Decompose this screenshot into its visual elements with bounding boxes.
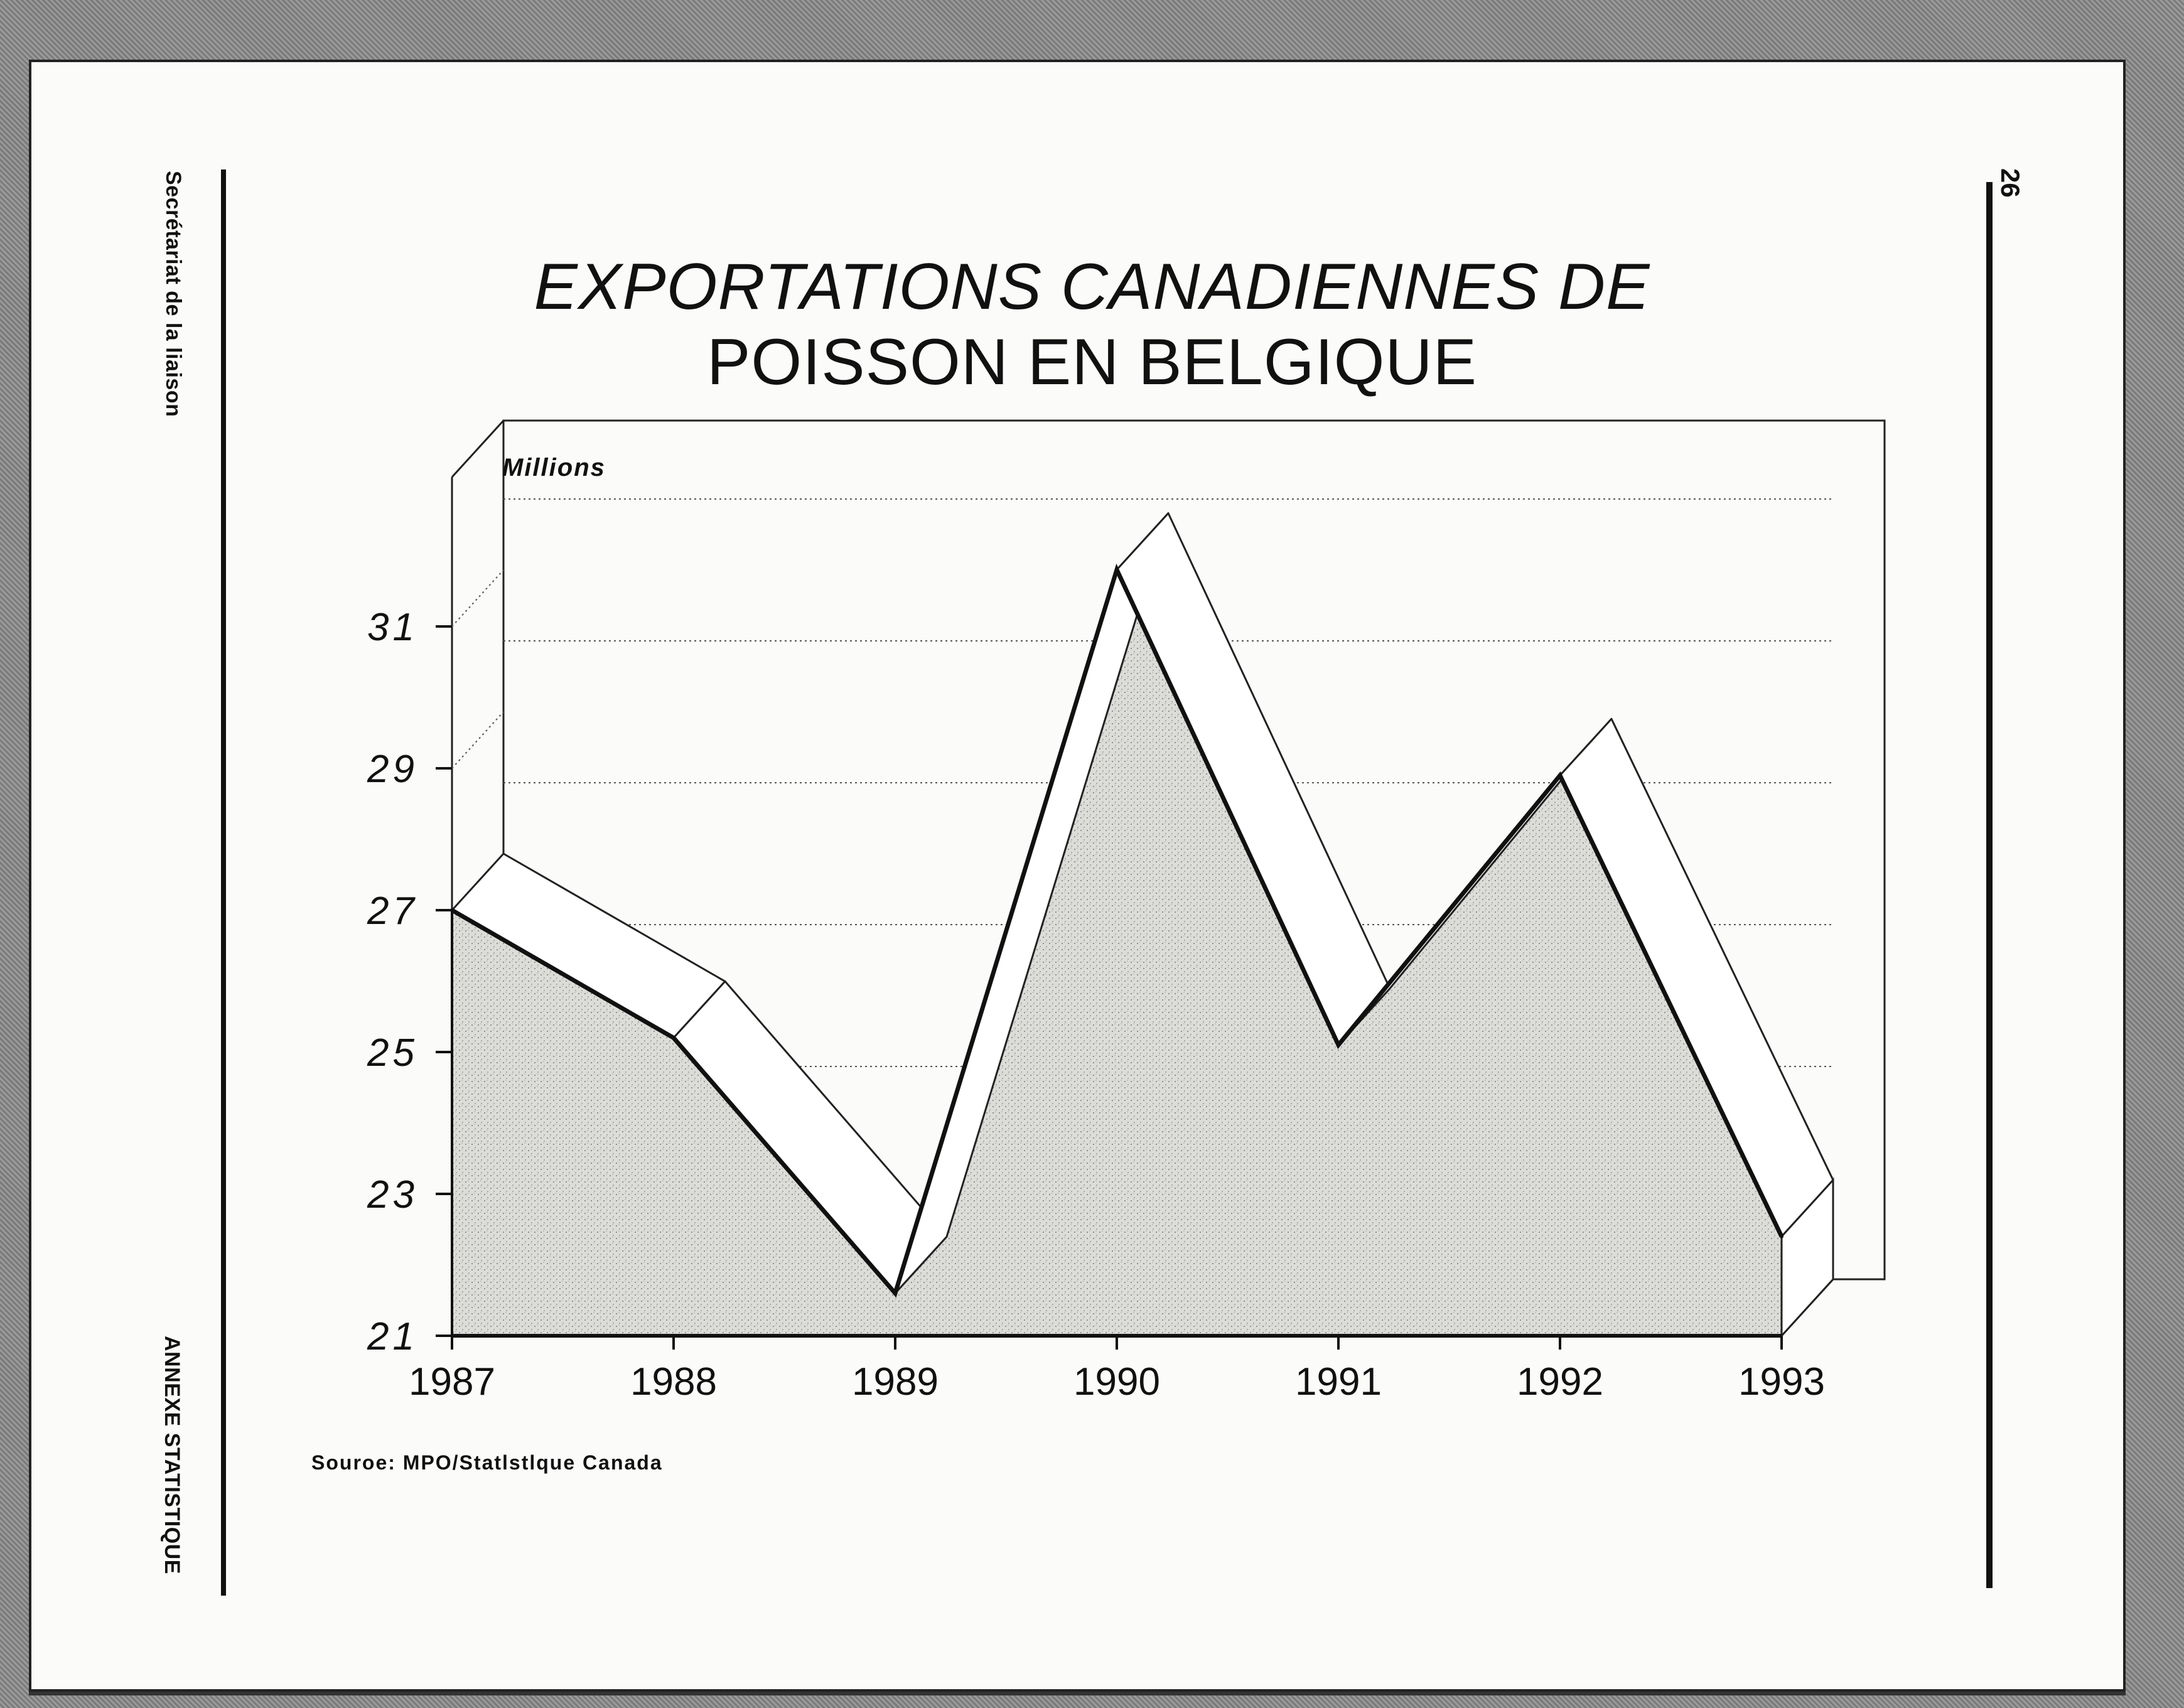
chart-title-line-1: EXPORTATIONS CANADIENNES DE [534,250,1650,323]
y-tick-label: 27 [367,889,418,933]
left-margin-rule [221,169,226,1596]
y-tick-label: 21 [367,1315,418,1358]
area-fill [452,569,1782,1336]
x-tick-label: 1988 [630,1360,717,1404]
y-axis-label: Millions [502,454,606,481]
x-tick-label: 1987 [409,1360,495,1404]
x-tick-label: 1993 [1738,1360,1825,1404]
data-point [1780,1234,1783,1238]
left-wall-top-edge [451,419,505,478]
y-tick-label: 25 [367,1031,418,1075]
gridline-left-wall [451,711,504,769]
page-number: 26 [1996,168,2025,198]
page-bottom-rule [29,1692,2126,1695]
x-tick-label: 1990 [1073,1360,1160,1404]
data-point [893,1291,897,1296]
data-point [1558,773,1562,778]
y-tick-label: 23 [367,1173,418,1217]
y-tick-label: 29 [367,748,418,791]
data-point [1115,567,1119,572]
y-tick-label: 31 [367,606,418,649]
data-point [1337,1043,1340,1047]
x-tick-label: 1992 [1517,1360,1603,1404]
chart-title-line-2: POISSON EN BELGIQUE [707,326,1477,399]
data-point [672,1036,675,1040]
source-note: Souroe: MPO/Statlstlque Canada [311,1451,663,1474]
right-margin-rule [1986,182,1993,1588]
gridline-left-wall [451,569,504,627]
x-tick-label: 1991 [1295,1360,1382,1404]
side-label-annexe: ANNEXE STATISTIQUE [160,1336,184,1574]
side-label-secretariat: Secrétariat de la liaison [161,171,185,417]
x-tick-label: 1989 [852,1360,939,1404]
